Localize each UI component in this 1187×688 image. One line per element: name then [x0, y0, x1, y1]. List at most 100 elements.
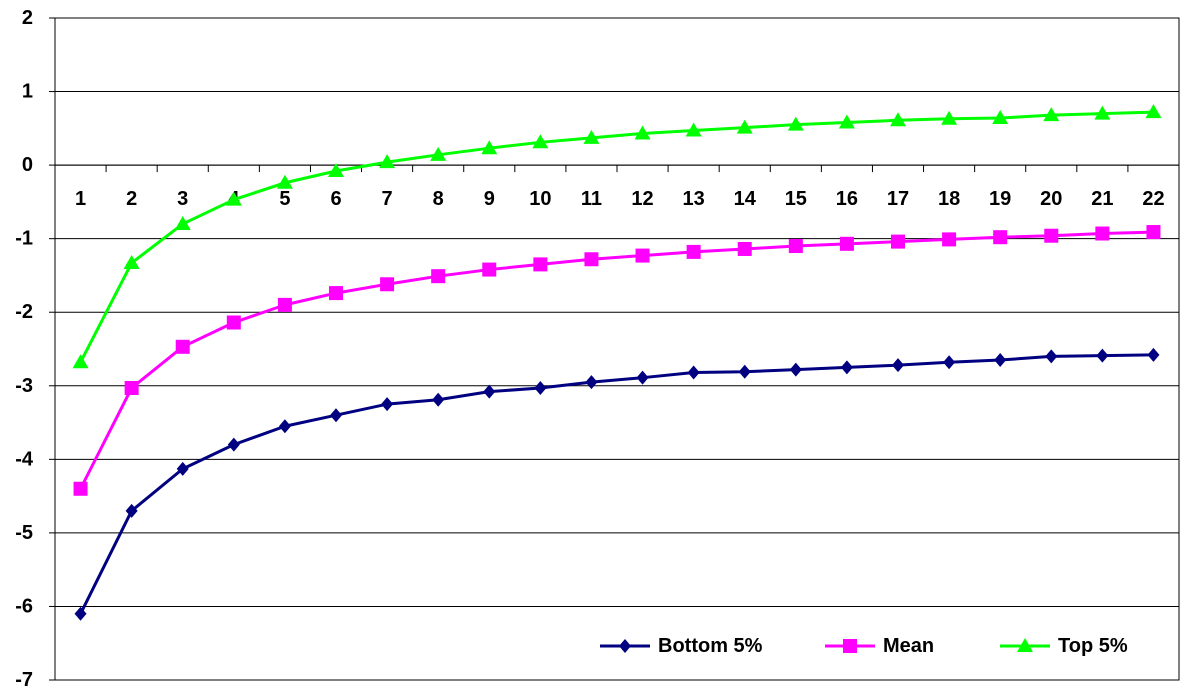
series-mean — [73, 225, 1161, 496]
data-point — [379, 154, 396, 169]
x-tick-label: 20 — [1040, 188, 1062, 210]
data-point — [176, 461, 189, 476]
data-point — [482, 262, 497, 277]
data-point — [175, 339, 190, 354]
legend-item: Bottom 5% — [600, 635, 763, 657]
data-point — [1044, 228, 1059, 243]
data-point — [635, 248, 650, 263]
data-point — [1096, 348, 1109, 363]
data-point — [380, 277, 395, 292]
data-point — [686, 244, 701, 259]
series-line — [79, 230, 1154, 490]
data-point — [123, 254, 140, 269]
x-tick-label: 5 — [279, 188, 290, 210]
x-tick-label: 1 — [75, 188, 86, 210]
x-tick-label: 6 — [330, 188, 341, 210]
data-point — [124, 380, 139, 395]
data-point — [73, 481, 88, 496]
data-point — [1045, 349, 1058, 364]
x-tick-label: 10 — [529, 188, 551, 210]
data-point — [277, 297, 292, 312]
data-point — [736, 119, 753, 134]
data-point — [532, 134, 549, 149]
data-point — [430, 146, 447, 161]
plot-area — [54, 17, 1180, 681]
data-point — [533, 257, 548, 272]
x-tick-label: 3 — [177, 188, 188, 210]
data-point — [72, 354, 89, 369]
x-axis: 12345678910111213141516171819202122 — [54, 164, 1180, 210]
x-tick-label: 22 — [1142, 188, 1164, 210]
x-tick-label: 21 — [1091, 188, 1113, 210]
legend-marker — [1017, 638, 1033, 652]
y-tick-label: 0 — [22, 154, 33, 176]
series-bottom-5- — [74, 347, 1160, 621]
y-tick-label: -2 — [15, 301, 33, 323]
data-point — [994, 353, 1007, 368]
data-point — [738, 364, 751, 379]
data-point — [226, 315, 241, 330]
x-tick-label: 19 — [989, 188, 1011, 210]
data-point — [174, 215, 191, 230]
y-tick-label: 2 — [22, 7, 33, 29]
data-point — [431, 269, 446, 284]
data-point — [992, 110, 1009, 125]
data-point — [583, 129, 600, 144]
y-tick-label: -4 — [15, 448, 34, 470]
x-tick-label: 12 — [631, 188, 653, 210]
data-point — [1145, 104, 1162, 119]
data-point — [789, 362, 802, 377]
series-line — [79, 353, 1154, 615]
data-point — [838, 114, 855, 129]
data-point — [483, 384, 496, 399]
data-point — [330, 408, 342, 423]
x-tick-label: 17 — [887, 188, 909, 210]
x-tick-label: 18 — [938, 188, 960, 210]
data-point — [432, 392, 445, 407]
x-tick-label: 16 — [836, 188, 858, 210]
data-point — [634, 125, 651, 140]
data-point — [993, 230, 1008, 245]
data-point — [329, 286, 343, 301]
data-point — [788, 239, 803, 254]
data-point — [227, 437, 240, 452]
x-tick-label: 11 — [581, 188, 602, 210]
y-tick-label: -3 — [15, 375, 33, 397]
x-tick-label: 8 — [433, 188, 444, 210]
x-tick-label: 14 — [734, 188, 757, 210]
x-tick-label: 7 — [382, 188, 393, 210]
data-point — [890, 112, 906, 127]
data-point — [1095, 226, 1110, 241]
legend-label: Mean — [883, 635, 934, 657]
x-tick-label: 13 — [683, 188, 705, 210]
data-point — [1146, 225, 1161, 240]
series-group — [72, 104, 1162, 621]
legend-label: Top 5% — [1058, 635, 1128, 657]
data-point — [839, 236, 854, 251]
data-point — [225, 191, 242, 206]
data-point — [636, 370, 649, 385]
data-point — [584, 252, 599, 267]
data-point — [1094, 105, 1111, 120]
data-point — [942, 232, 957, 247]
data-point — [481, 140, 498, 155]
data-point — [276, 174, 293, 189]
legend-item: Top 5% — [1000, 635, 1128, 657]
data-point — [125, 503, 138, 518]
data-point — [585, 375, 598, 390]
y-tick-label: -7 — [15, 669, 33, 688]
series-top-5- — [72, 104, 1162, 369]
data-point — [381, 397, 394, 412]
data-point — [1043, 107, 1060, 122]
y-tick-label: -1 — [15, 228, 33, 250]
data-point — [74, 606, 87, 621]
data-point — [892, 358, 904, 373]
data-point — [328, 162, 344, 177]
data-point — [685, 122, 702, 137]
data-point — [891, 234, 905, 249]
legend: Bottom 5% Mean Top 5% — [600, 635, 1128, 657]
x-tick-label: 9 — [484, 188, 495, 210]
legend-marker — [619, 639, 631, 653]
data-point — [1147, 347, 1160, 362]
